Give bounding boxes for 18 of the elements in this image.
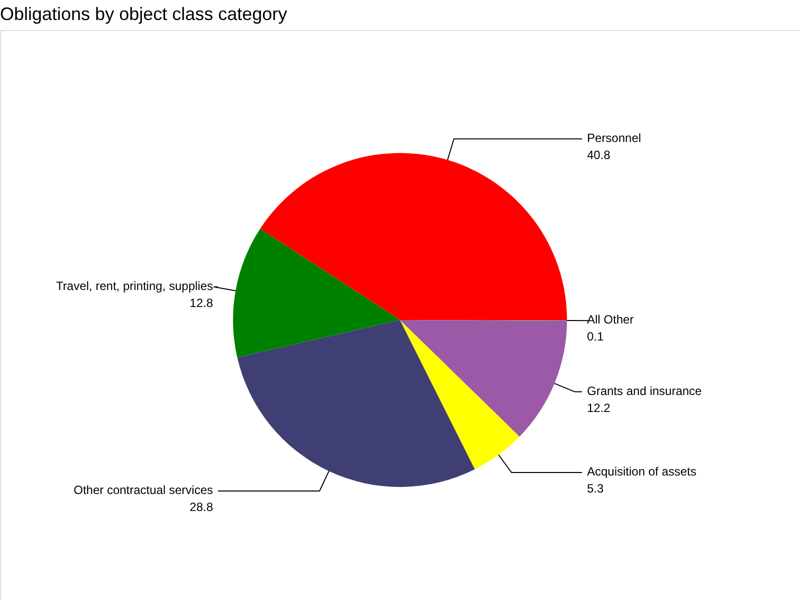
slice-label: Other contractual services	[74, 483, 213, 498]
data-label: 12.8	[190, 296, 214, 310]
slice-label: Travel, rent, printing, supplies	[56, 278, 213, 293]
pie-slice	[260, 153, 567, 320]
pie-slice	[233, 228, 400, 358]
slice-label: Acquisition of assets	[587, 464, 696, 479]
data-label: 12.2	[587, 400, 611, 415]
pie-slice	[400, 320, 520, 470]
data-label: 28.8	[190, 500, 214, 514]
pie-slice	[400, 320, 567, 437]
slice-label: All Other	[587, 312, 634, 327]
data-label: 0.1	[587, 330, 604, 344]
data-label: 40.8	[587, 148, 611, 162]
pie-slice	[237, 320, 475, 487]
slice-label: Personnel	[587, 130, 642, 145]
data-label: 5.3	[587, 482, 604, 496]
chart-title: Obligations by object class category	[0, 4, 288, 24]
slice-label: Grants and insurance	[587, 384, 702, 398]
